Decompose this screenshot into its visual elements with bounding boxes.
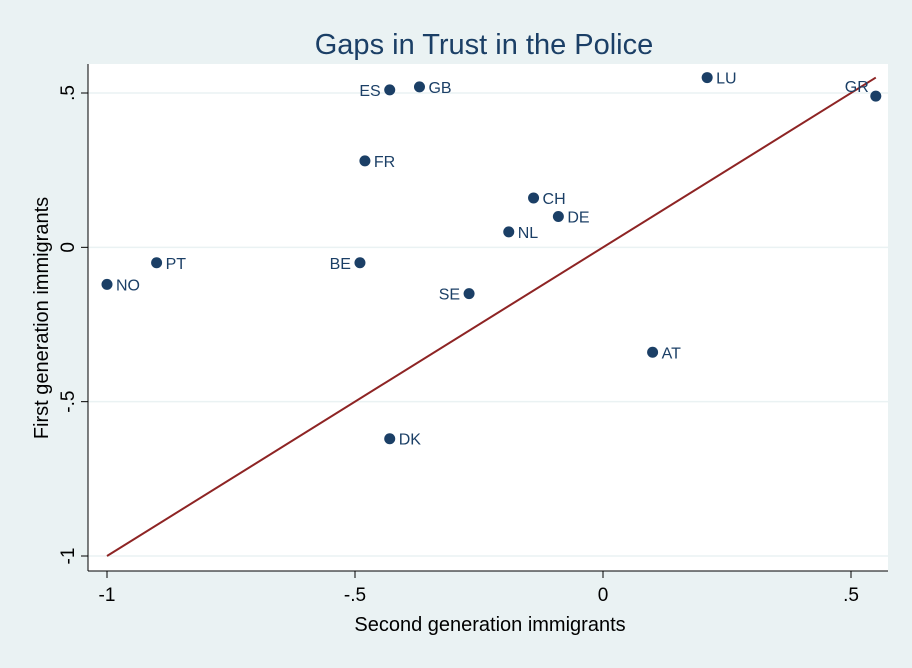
x-tick-label: 0 [598,585,609,606]
marker [528,192,540,204]
y-axis-label: First generation immigrants [31,197,53,439]
reference-line-layer [106,76,877,557]
data-point-be: BE [330,256,366,273]
data-point-pt: PT [151,256,186,273]
data-point-ch: CH [528,191,566,208]
point-label: NL [518,225,539,242]
x-tick-label: .5 [843,585,859,606]
y-tick-label: -1 [58,548,79,565]
point-label: PT [166,256,187,273]
point-label: BE [330,256,351,273]
chart-title: Gaps in Trust in the Police [315,29,654,61]
marker [151,257,163,269]
y-tick-label: -.5 [58,391,79,413]
point-label: LU [716,71,736,88]
marker [647,346,659,358]
x-tick-label: -1 [99,585,116,606]
point-label: AT [662,345,681,362]
data-point-no: NO [101,277,140,294]
marker [552,210,564,222]
point-label: GB [428,80,451,97]
marker [503,226,515,238]
point-label: SE [439,287,460,304]
point-label: DK [399,432,422,449]
point-label: GR [845,79,869,96]
point-label: DE [567,209,589,226]
data-point-gb: GB [413,80,452,97]
marker [701,72,713,84]
axes: -1 -.5 0 .5 -1 -.5 0 .5 [58,64,888,606]
marker [413,81,425,93]
point-label: ES [359,83,380,100]
data-point-at: AT [647,345,681,362]
data-point-gr: GR [845,79,882,102]
marker [354,257,366,269]
y-tick-label: 0 [58,242,79,253]
marker [463,288,475,300]
data-point-nl: NL [503,225,538,242]
data-point-se: SE [439,287,475,304]
marker [384,84,396,96]
reference-line [106,76,877,557]
data-point-dk: DK [384,432,421,449]
y-tick-label: .5 [58,85,79,101]
point-label: FR [374,154,395,171]
data-point-lu: LU [701,71,737,88]
marker [870,90,882,102]
point-label: CH [543,191,566,208]
data-point-de: DE [552,209,590,226]
data-point-es: ES [359,83,396,100]
gridlines [88,92,888,557]
marker [384,433,396,445]
plot-area [88,64,888,571]
data-point-fr: FR [359,154,395,171]
marker [359,155,371,167]
marker [101,278,113,290]
point-label: NO [116,277,140,294]
x-axis-label: Second generation immigrants [354,614,625,636]
x-tick-label: -.5 [344,585,366,606]
